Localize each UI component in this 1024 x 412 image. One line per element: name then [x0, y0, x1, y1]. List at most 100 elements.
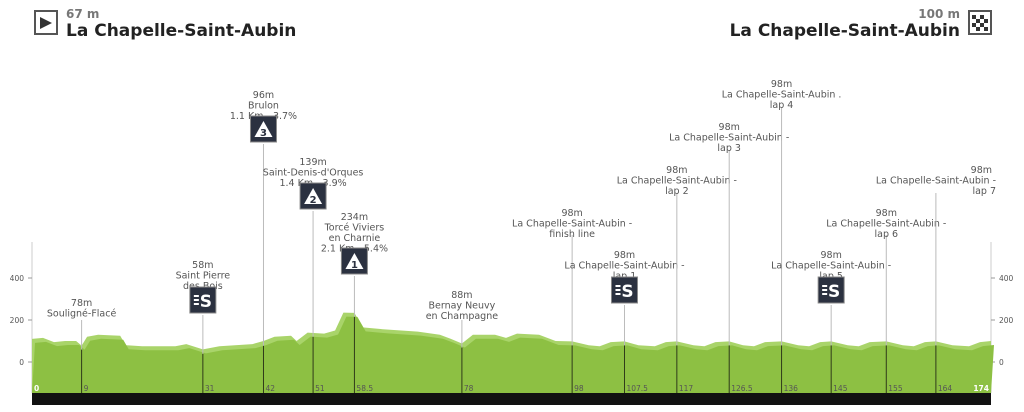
sprint-icon-stripe [822, 285, 828, 287]
marker-name: Bernay Neuvy [428, 301, 495, 312]
sprint-icon-stripe [615, 289, 621, 291]
marker-name: La Chapelle-Saint-Aubin - [876, 176, 996, 187]
mountain-icon [254, 121, 273, 137]
x-tick-label: 174 [973, 384, 989, 393]
marker-name: La Chapelle-Saint-Aubin - [512, 219, 632, 230]
marker-altitude: 98m [614, 250, 635, 261]
x-tick-label: 136 [784, 384, 799, 393]
marker-altitude: 58m [192, 260, 213, 271]
finish-name: La Chapelle-Saint-Aubin [729, 21, 960, 41]
marker-name: en Champagne [426, 311, 499, 322]
finish-altitude: 100 m [918, 7, 960, 21]
sprint-icon-stripe [615, 293, 621, 295]
marker-altitude: 98m [719, 122, 740, 133]
marker-name: La Chapelle-Saint-Aubin - [617, 176, 737, 187]
x-tick-label: 51 [315, 384, 325, 393]
profile-area [32, 316, 994, 393]
marker-name: La Chapelle-Saint-Aubin - [771, 261, 891, 272]
sprint-icon-stripe [193, 303, 199, 305]
sprint-icon [610, 276, 638, 304]
marker-altitude: 78m [71, 298, 92, 309]
y-tick-label: 200 [999, 316, 1014, 325]
marker-altitude: 98m [666, 165, 687, 176]
x-tick-label: 0 [34, 384, 39, 393]
marker-name: Torcé Viviers [324, 223, 385, 234]
sprint-icon-stripe [193, 295, 199, 297]
checkered-flag-icon [968, 10, 992, 35]
marker-name: lap 4 [770, 100, 794, 111]
x-tick-label: 31 [205, 384, 215, 393]
marker-name: lap 6 [875, 229, 899, 240]
sprint-icon-stripe [822, 293, 828, 295]
x-tick-label: 42 [265, 384, 275, 393]
marker-altitude: 98m [561, 208, 582, 219]
climb-category-number: 2 [310, 195, 317, 206]
sprint-icon-stripe [822, 289, 828, 291]
x-tick-label: 9 [84, 384, 89, 393]
x-tick-label: 58.5 [356, 384, 373, 393]
climb-category-number: 1 [351, 260, 358, 271]
marker-name: Brulon [248, 101, 279, 112]
sprint-icon [817, 276, 845, 304]
x-tick-label: 145 [833, 384, 848, 393]
marker-name: Souligné-Flacé [47, 309, 117, 320]
marker-name: lap 3 [717, 143, 741, 154]
marker-name: La Chapelle-Saint-Aubin - [669, 133, 789, 144]
marker-altitude: 98m [820, 250, 841, 261]
marker-altitude: 234m [341, 212, 368, 223]
x-tick-label: 155 [888, 384, 903, 393]
km-bar [32, 393, 991, 405]
marker-name: lap 7 [972, 186, 996, 197]
mountain-icon [345, 253, 364, 269]
x-tick-label: 78 [464, 384, 474, 393]
marker-name: La Chapelle-Saint-Aubin . [722, 90, 842, 101]
marker-altitude: 98m [971, 165, 992, 176]
marker-name: en Charnie [329, 233, 381, 244]
sprint-icon-letter: S [828, 282, 840, 302]
start-header: 67 m La Chapelle-Saint-Aubin [34, 8, 296, 41]
marker-name: finish line [549, 229, 595, 240]
finish-header: 100 m La Chapelle-Saint-Aubin [730, 8, 992, 41]
y-tick-label: 200 [10, 316, 25, 325]
marker-name: Saint Pierre [176, 271, 231, 282]
y-tick-label: 0 [19, 358, 24, 367]
x-tick-label: 164 [938, 384, 953, 393]
marker-altitude: 139m [299, 157, 326, 168]
sprint-icon-stripe [193, 299, 199, 301]
marker-altitude: 98m [771, 79, 792, 90]
marker-name: Saint-Denis-d'Orques [263, 168, 364, 179]
marker-altitude: 96m [253, 90, 274, 101]
sprint-icon-stripe [615, 285, 621, 287]
x-tick-label: 117 [679, 384, 694, 393]
marker-altitude: 98m [876, 208, 897, 219]
mountain-icon [304, 188, 323, 204]
marker-altitude: 88m [451, 290, 472, 301]
play-flag-icon [34, 10, 58, 35]
start-name: La Chapelle-Saint-Aubin [66, 21, 297, 41]
y-tick-label: 400 [999, 274, 1014, 283]
sprint-icon-letter: S [621, 282, 633, 302]
climb-category-number: 3 [260, 128, 267, 139]
marker-name: lap 2 [665, 186, 689, 197]
marker-name: La Chapelle-Saint-Aubin - [564, 261, 684, 272]
marker-name: La Chapelle-Saint-Aubin - [826, 219, 946, 230]
start-altitude: 67 m [66, 7, 100, 21]
sprint-icon-letter: S [200, 292, 212, 312]
y-tick-label: 0 [999, 358, 1004, 367]
y-tick-label: 400 [10, 274, 25, 283]
x-tick-label: 126.5 [731, 384, 753, 393]
